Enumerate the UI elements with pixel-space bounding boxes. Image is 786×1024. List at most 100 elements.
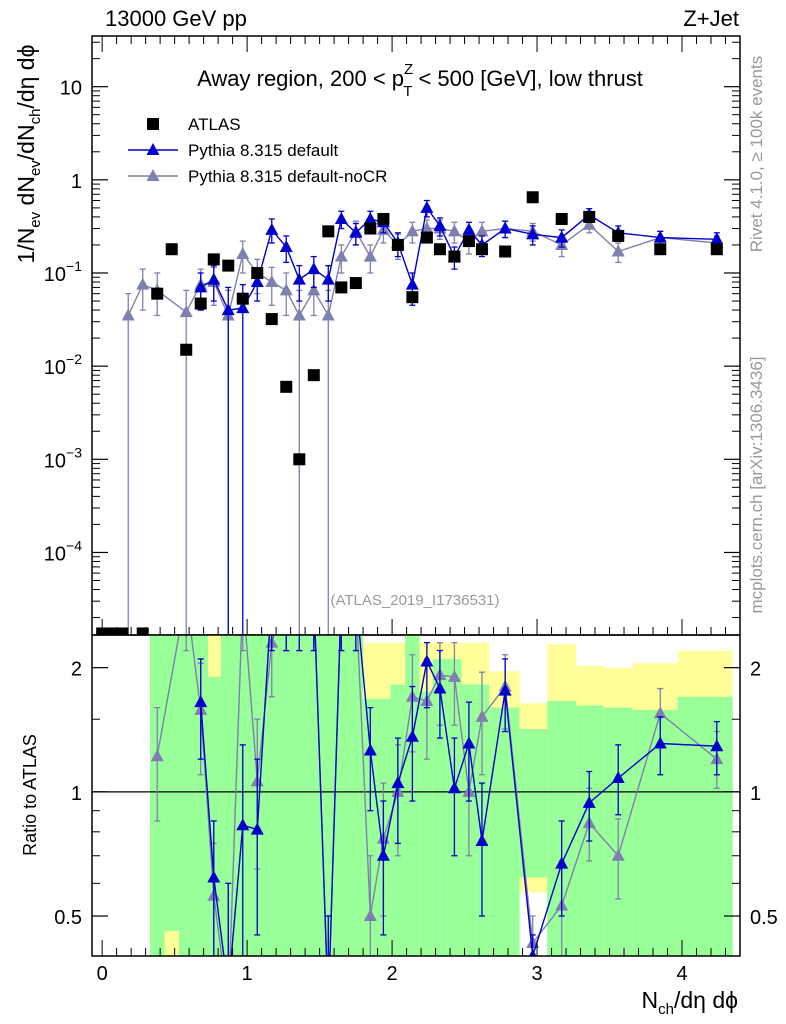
atlas-marker: [251, 266, 264, 279]
pythia-default-marker: [462, 222, 476, 235]
main-data-layer: [96, 191, 724, 635]
legend-label: Pythia 8.315 default: [188, 141, 339, 160]
main-panel: (ATLAS_2019_I1736531) Away region, 200 <…: [13, 35, 741, 636]
ratio-data-layer: [150, 588, 724, 956]
ratio-pythia-default-marker: [582, 795, 596, 808]
atlas-marker: [433, 243, 446, 256]
atlas-marker: [165, 243, 178, 256]
ratio-noCR-marker: [280, 588, 293, 600]
green-band: [178, 635, 194, 956]
ratio-axes: 0 1 2 3 4 0.5 0.5 1 1 2 2: [54, 659, 778, 985]
noCR-marker: [279, 283, 293, 296]
atlas-marker: [583, 210, 596, 223]
green-band: [377, 698, 391, 956]
atlas-marker: [499, 245, 512, 258]
y-tick-label: 10−4: [44, 537, 82, 565]
pythia-default-marker: [433, 218, 447, 231]
pythia-default-marker: [207, 272, 221, 285]
atlas-marker: [612, 229, 625, 242]
green-band: [632, 709, 678, 956]
atlas-marker: [136, 627, 149, 635]
green-band: [279, 635, 294, 956]
green-band: [207, 676, 222, 956]
green-band: [348, 635, 364, 956]
ratio-pythia-default-marker: [363, 743, 377, 756]
noCR-marker: [475, 224, 489, 237]
x-tick-label: 2: [387, 963, 398, 985]
noCR-marker: [321, 308, 335, 321]
noCR-marker: [136, 277, 150, 290]
noCR-marker: [582, 217, 596, 230]
atlas-marker: [96, 627, 109, 635]
ratio-pythia-default-marker: [405, 729, 419, 742]
green-band: [293, 635, 307, 956]
ratio-panel: 0 1 2 3 4 0.5 0.5 1 1 2 2 Ratio to ATLAS Nch/dη dϕ: [20, 588, 778, 1018]
atlas-marker: [349, 277, 362, 290]
ratio-pythia-default-marker: [265, 588, 278, 600]
green-band: [335, 635, 349, 956]
ratio-noCR-line: [156, 635, 718, 956]
ratio-pythia-default-marker: [194, 695, 208, 708]
analysis-watermark: (ATLAS_2019_I1736531): [330, 592, 499, 609]
noCR-marker: [334, 249, 348, 262]
pythia-default-marker: [221, 303, 235, 316]
ratio-y-tick-label: 1: [71, 783, 82, 805]
atlas-marker: [555, 212, 568, 225]
ratio-y-tick-label: 0.5: [54, 907, 82, 929]
pythia-default-marker: [321, 272, 335, 285]
noCR-marker: [265, 275, 279, 288]
green-band: [677, 696, 733, 956]
ratio-pythia-default-marker: [555, 856, 569, 869]
atlas-marker: [335, 281, 348, 294]
noCR-marker: [405, 224, 419, 237]
pythia-default-marker: [498, 221, 512, 234]
ratio-pythia-default-marker: [475, 834, 489, 847]
noCR-marker: [179, 305, 193, 318]
ratio-pythia-default-marker: [498, 683, 512, 696]
pythia-default-marker: [265, 222, 279, 235]
atlas-marker: [106, 627, 119, 635]
noCR-marker: [447, 224, 461, 237]
y-tick-label: 10−3: [44, 444, 82, 472]
pythia-default-marker: [334, 211, 348, 224]
atlas-marker: [151, 287, 164, 300]
mcplots-label: mcplots.cern.ch [arXiv:1306.3436]: [747, 356, 766, 613]
noCR-marker: [307, 283, 321, 296]
ratio-pythia-default-marker: [420, 654, 434, 667]
pythia-default-group: [194, 199, 724, 635]
ratio-y-tick-label: 2: [71, 659, 82, 681]
pythia-default-marker: [405, 277, 419, 290]
atlas-marker: [207, 253, 220, 266]
pythia-default-line: [200, 206, 717, 311]
pythia-default-marker: [250, 275, 264, 288]
green-band: [221, 635, 236, 956]
atlas-marker: [475, 243, 488, 256]
ratio-noCR-marker: [475, 709, 489, 722]
atlas-marker: [265, 313, 278, 326]
ratio-pythia-default-marker: [207, 870, 221, 883]
legend-triangle-marker: [146, 143, 160, 155]
ratio-noCR-marker: [447, 669, 461, 682]
pythia-default-marker: [653, 230, 667, 243]
main-y-axis: 10 1 10−1 10−2 10−3 10−4: [44, 36, 741, 635]
ratio-uncertainty-bands: [149, 635, 733, 956]
green-band: [193, 635, 208, 956]
x-tick-label: 4: [676, 963, 687, 985]
green-band: [321, 635, 336, 956]
ratio-pythia-default-marker: [528, 949, 537, 956]
pythia-default-marker: [555, 230, 569, 243]
atlas-marker: [293, 453, 306, 466]
rivet-label: Rivet 4.1.0, ≥ 100k events: [747, 56, 766, 252]
ratio-pythia-default-marker: [611, 771, 625, 784]
legend: ATLAS Pythia 8.315 default Pythia 8.315 de…: [128, 115, 387, 186]
green-band: [306, 635, 322, 956]
ratio-y-axis-label: Ratio to ATLAS: [20, 734, 40, 856]
ratio-pythia-default-marker: [376, 848, 390, 861]
ratio-y-tick-label-right: 0.5: [750, 907, 778, 929]
ratio-pythia-default-marker: [653, 736, 667, 749]
pythia-default-marker: [292, 272, 306, 285]
atlas-marker: [420, 231, 433, 244]
atlas-marker: [462, 235, 475, 248]
noCR-marker: [292, 308, 306, 321]
ratio-frame: [91, 634, 741, 957]
